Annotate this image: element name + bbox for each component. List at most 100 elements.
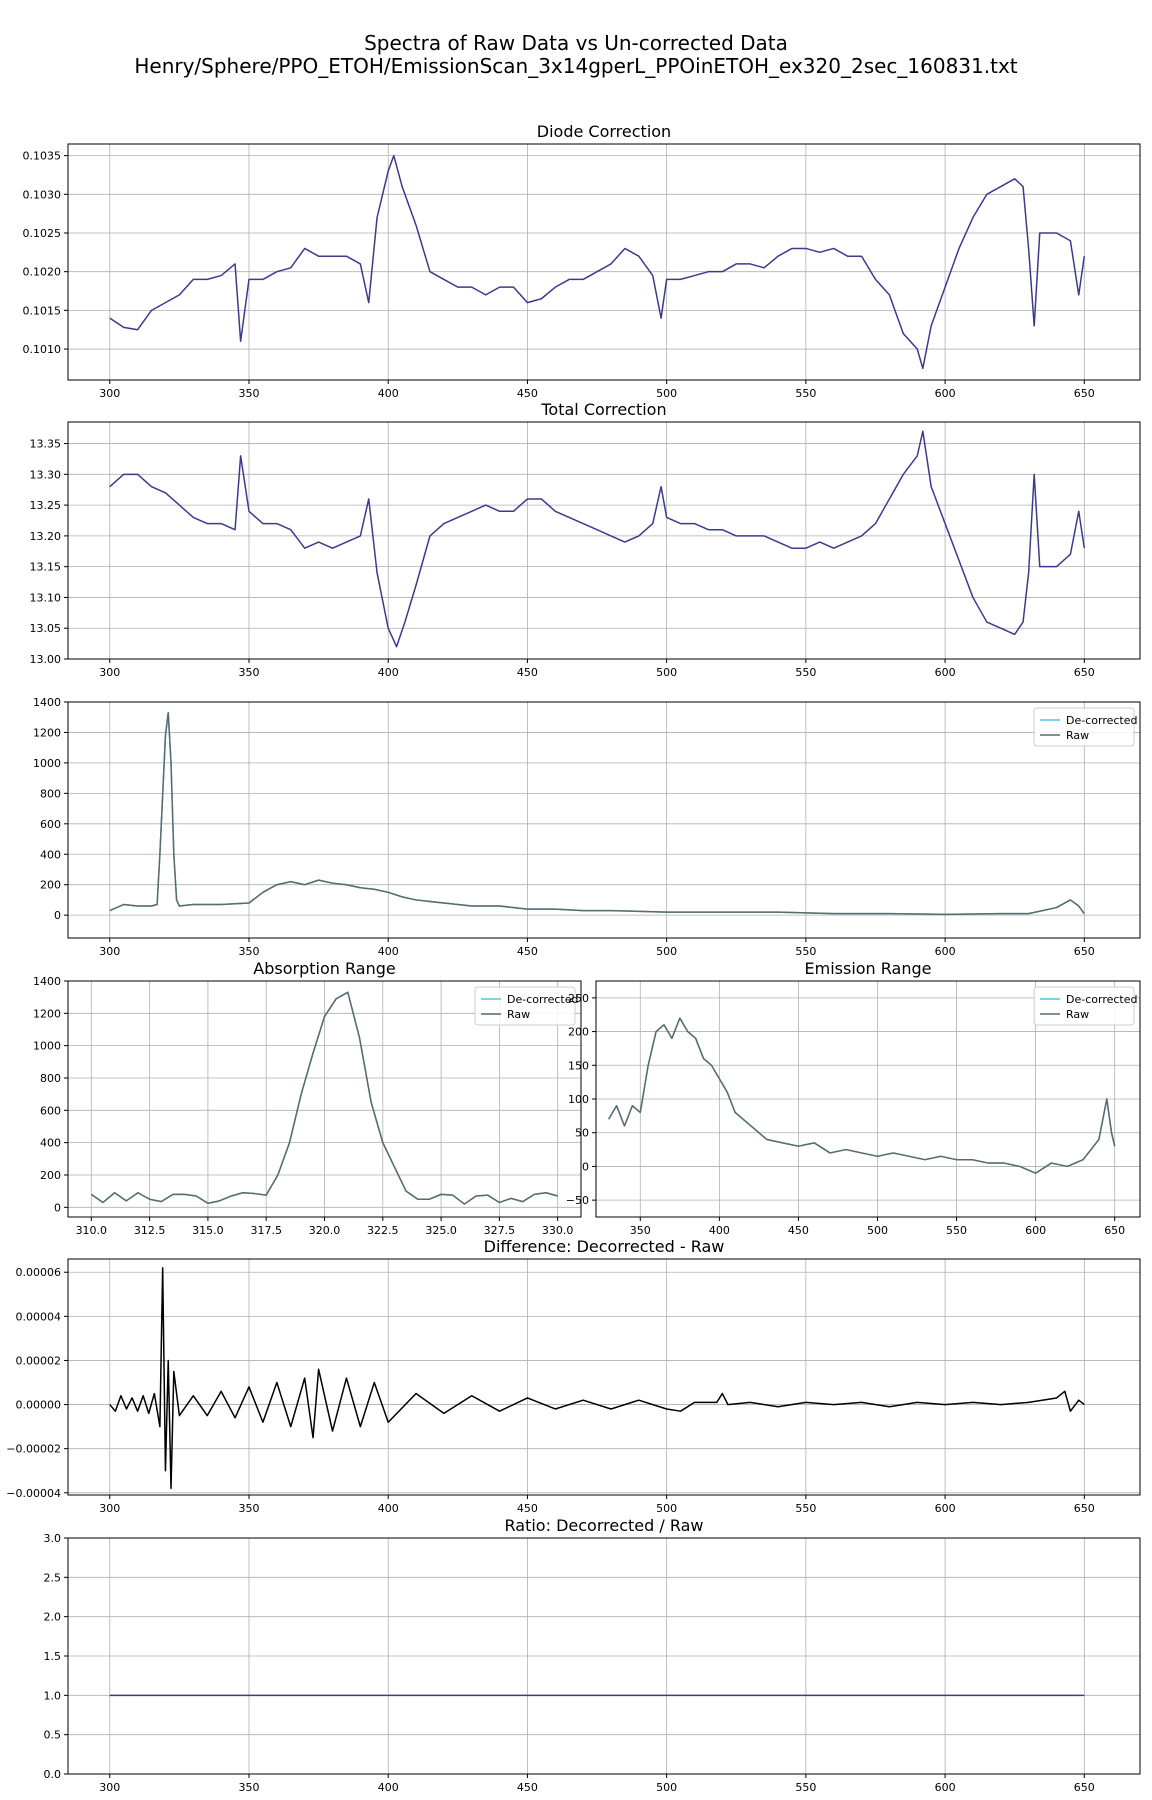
absorption-ytick-label: 1000	[33, 1040, 61, 1053]
full-ytick-label: 200	[40, 879, 61, 892]
difference-ytick-label: 0.00002	[16, 1354, 62, 1367]
total-ytick-label: 13.10	[30, 591, 62, 604]
full-ytick-label: 1400	[33, 696, 61, 709]
emission-ytick-label: 250	[568, 992, 589, 1005]
absorption-ytick-label: 1400	[33, 975, 61, 988]
total-xtick-label: 500	[656, 666, 677, 679]
absorption-ytick-label: 0	[54, 1201, 61, 1214]
full-xtick-label: 600	[935, 945, 956, 958]
emission-legend-label: De-corrected	[1066, 993, 1137, 1006]
total-title: Total Correction	[540, 400, 666, 419]
total-ytick-label: 13.30	[30, 468, 62, 481]
total-xtick-label: 450	[517, 666, 538, 679]
emission-legend-box	[1033, 986, 1135, 1026]
difference-xtick-label: 400	[378, 1502, 399, 1515]
full-xtick-label: 300	[99, 945, 120, 958]
diode-xtick-label: 400	[378, 387, 399, 400]
absorption-xtick-label: 325.0	[425, 1224, 457, 1237]
difference-ytick-label: −0.00002	[6, 1443, 61, 1456]
diode-xtick-label: 350	[238, 387, 259, 400]
difference-ytick-label: 0.00000	[16, 1399, 62, 1412]
full-legend-box	[1033, 707, 1135, 747]
total-panel: 300 350 400 450 500 550 600 650 13.00 13.05 13.10 1…	[30, 400, 1141, 679]
absorption-series-raw	[90, 991, 558, 1205]
diode-ytick-label: 0.1010	[23, 343, 62, 356]
emission-ytick-label: −50	[566, 1194, 589, 1207]
emission-xtick-label: 550	[946, 1224, 967, 1237]
emission-ytick-label: 150	[568, 1059, 589, 1072]
ratio-xtick-label: 500	[656, 1781, 677, 1794]
ratio-xtick-label: 350	[238, 1781, 259, 1794]
full-ytick-label: 600	[40, 818, 61, 831]
emission-series-raw	[608, 1017, 1116, 1174]
emission-xtick-label: 500	[867, 1224, 888, 1237]
absorption-ytick-label: 400	[40, 1137, 61, 1150]
ratio-title: Ratio: Decorrected / Raw	[505, 1516, 704, 1535]
difference-title: Difference: Decorrected - Raw	[484, 1237, 725, 1256]
full-ytick-label: 1000	[33, 757, 61, 770]
total-series-total-correction	[109, 430, 1086, 648]
ratio-xtick-label: 650	[1074, 1781, 1095, 1794]
figure-title-line1: Spectra of Raw Data vs Un-corrected Data	[364, 31, 788, 55]
absorption-xtick-label: 330.0	[542, 1224, 574, 1237]
difference-series-difference	[109, 1267, 1085, 1490]
total-ytick-label: 13.05	[30, 622, 62, 635]
ratio-ytick-label: 1.0	[44, 1689, 62, 1702]
difference-ytick-label: −0.00004	[6, 1487, 61, 1500]
panels: 300 350 400 450 500 550 600 6500.10100.10150.10…	[6, 122, 1141, 1794]
absorption-ytick-label: 200	[40, 1169, 61, 1182]
diode-panel: 300 350 400 450 500 550 600 650 0.1010 0.1015 0.10…	[23, 122, 1141, 400]
diode-ytick-label: 0.1020	[23, 266, 62, 279]
absorption-xtick-label: 310.0	[76, 1224, 108, 1237]
total-ytick-label: 13.20	[30, 530, 62, 543]
difference-ytick-label: 0.00006	[16, 1266, 62, 1279]
diode-axes-frame	[67, 143, 1141, 381]
total-xtick-label: 550	[795, 666, 816, 679]
ratio-ytick-label: 0.0	[44, 1768, 62, 1781]
emission-xtick-label: 350	[630, 1224, 651, 1237]
ratio-xtick-label: 550	[795, 1781, 816, 1794]
difference-xtick-label: 450	[517, 1502, 538, 1515]
full-xtick-label: 400	[378, 945, 399, 958]
ratio-xtick-label: 400	[378, 1781, 399, 1794]
full-ytick-label: 400	[40, 848, 61, 861]
emission-title: Emission Range	[805, 959, 932, 978]
absorption-xtick-label: 320.0	[309, 1224, 341, 1237]
full-panel: 300 350 400 450 500 550 600 650 0 200 400 600 800 100…	[33, 696, 1141, 958]
total-xtick-label: 650	[1074, 666, 1095, 679]
difference-panel: 300 350 400 450 500 550 600 650 −0.00004 −0.00002…	[6, 1237, 1141, 1515]
ratio-ytick-label: 2.5	[44, 1571, 62, 1584]
emission-xtick-label: 650	[1104, 1224, 1125, 1237]
absorption-legend: De-corrected Raw	[474, 986, 578, 1026]
emission-panel: 350 400 450 500 550 600 650 −50 0 50 100 150 200 250 E…	[566, 959, 1141, 1237]
ratio-ytick-label: 0.5	[44, 1729, 62, 1742]
total-xtick-label: 400	[378, 666, 399, 679]
absorption-legend-label: De-corrected	[507, 993, 578, 1006]
difference-xtick-label: 300	[99, 1502, 120, 1515]
diode-ytick-label: 0.1025	[23, 227, 62, 240]
full-series-raw	[109, 711, 1085, 916]
full-xtick-label: 500	[656, 945, 677, 958]
diode-series-diode-correction	[109, 154, 1086, 370]
emission-legend-label: Raw	[1066, 1008, 1089, 1021]
diode-ytick-label: 0.1035	[23, 150, 62, 163]
full-xtick-label: 550	[795, 945, 816, 958]
full-ytick-label: 800	[40, 787, 61, 800]
absorption-ytick-label: 1200	[33, 1007, 61, 1020]
total-ytick-label: 13.00	[30, 653, 62, 666]
difference-ytick-label: 0.00004	[16, 1310, 62, 1323]
absorption-legend-box	[474, 986, 576, 1026]
ratio-xtick-label: 600	[935, 1781, 956, 1794]
absorption-xtick-label: 327.5	[484, 1224, 516, 1237]
diode-xtick-label: 650	[1074, 387, 1095, 400]
absorption-legend-label: Raw	[507, 1008, 530, 1021]
total-axes-frame	[67, 421, 1141, 660]
total-ytick-label: 13.25	[30, 499, 62, 512]
ratio-xtick-label: 300	[99, 1781, 120, 1794]
ratio-ytick-label: 2.0	[44, 1611, 62, 1624]
emission-ytick-label: 100	[568, 1093, 589, 1106]
diode-xtick-label: 300	[99, 387, 120, 400]
difference-xtick-label: 600	[935, 1502, 956, 1515]
